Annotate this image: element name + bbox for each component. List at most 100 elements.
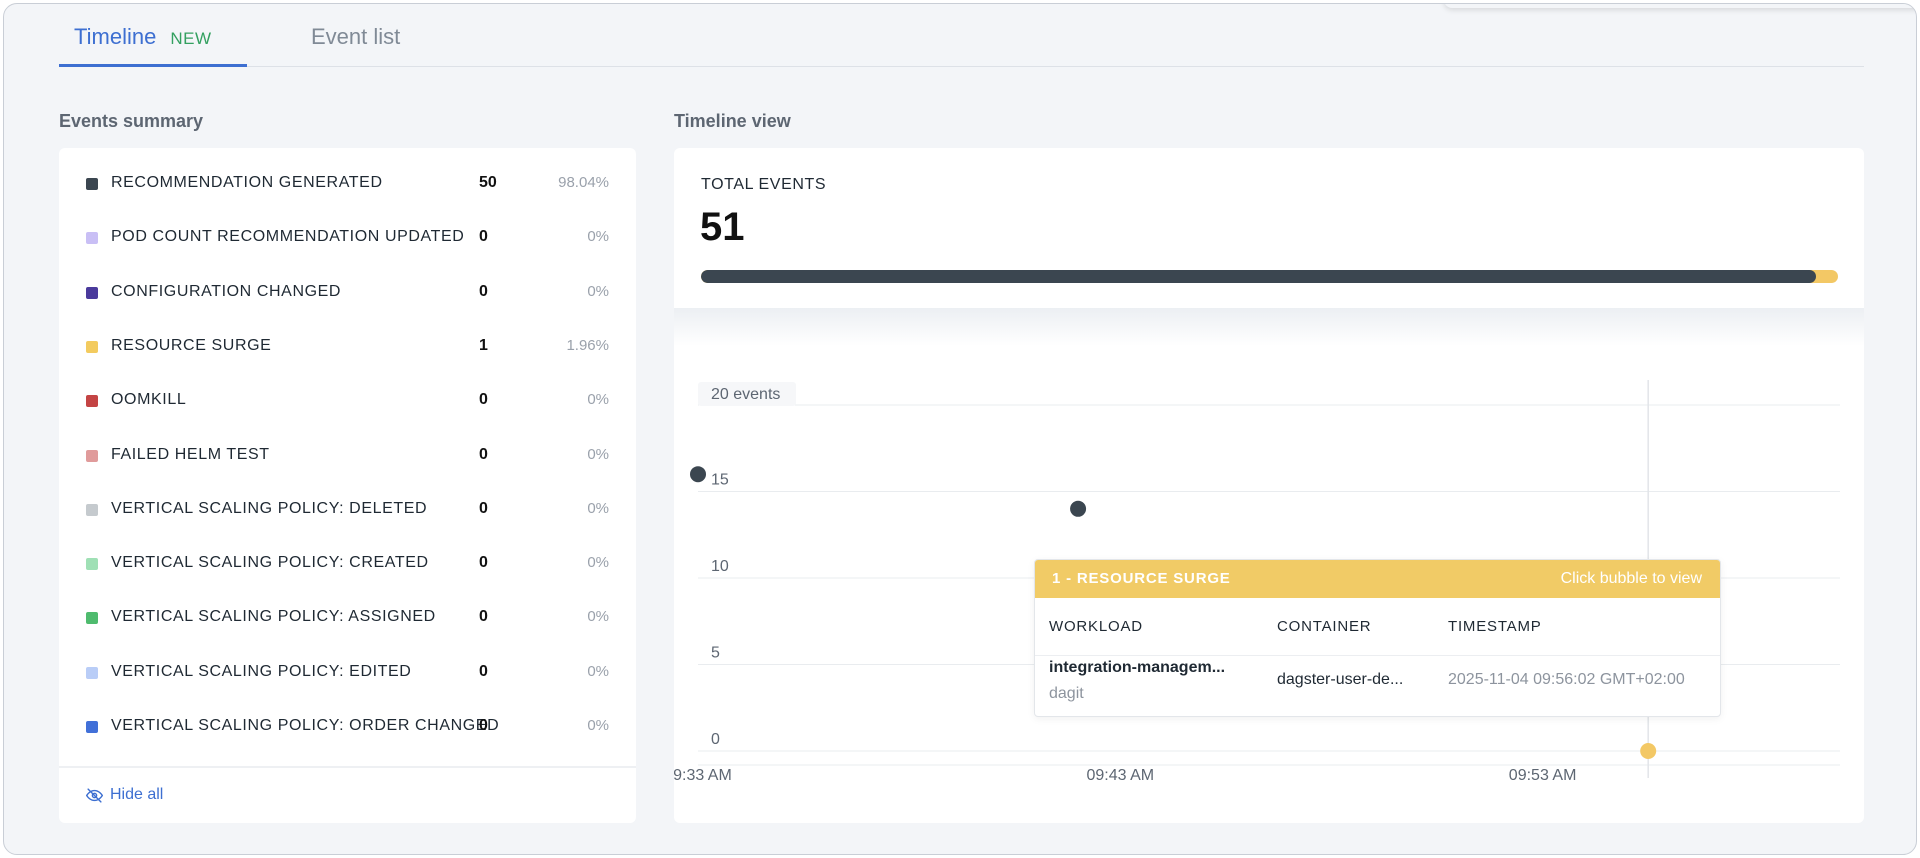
event-type-count: 0: [479, 717, 488, 734]
total-events-bar: [701, 270, 1838, 283]
x-tick-label: 09:43 AM: [1087, 767, 1155, 784]
recommendation-bubble: [1070, 500, 1087, 517]
tab-timeline[interactable]: Timeline NEW: [74, 24, 212, 50]
event-type-count: 0: [479, 608, 488, 626]
event-type-count: 1: [479, 336, 488, 354]
event-type-percent: 0%: [587, 445, 609, 463]
recommendation-bubble: [690, 466, 706, 483]
y-tick-label: 10: [711, 558, 729, 575]
tooltip-namespace: dagit: [1049, 685, 1084, 702]
tab-bar: Timeline NEW Event list: [59, 4, 1864, 67]
event-type-row[interactable]: RESOURCE SURGE 1 1.96%: [59, 320, 636, 374]
events-summary-card: RECOMMENDATION GENERATED 50 98.04% POD COUN…: [59, 148, 636, 823]
event-type-row[interactable]: RECOMMENDATION GENERATED 50 98.04%: [59, 157, 636, 211]
event-type-label: FAILED HELM TEST: [111, 445, 270, 463]
event-type-count: 0: [479, 228, 488, 246]
legend-swatch: [86, 340, 98, 353]
event-type-row[interactable]: FAILED HELM TEST 0 0%: [59, 429, 636, 483]
y-tick-label: 5: [711, 645, 720, 662]
y-tick-label: 0: [711, 731, 720, 748]
legend-swatch: [86, 178, 98, 190]
total-events-value: 51: [700, 205, 745, 249]
legend-swatch: [86, 503, 98, 516]
legend-swatch: [86, 449, 98, 462]
event-type-row[interactable]: OOMKILL 0 0%: [59, 374, 636, 428]
resource-surge-bubble: [1640, 743, 1657, 759]
event-type-row[interactable]: VERTICAL SCALING POLICY: DELETED 0 0%: [59, 483, 636, 537]
event-type-label: VERTICAL SCALING POLICY: ORDER CHANGED: [111, 717, 500, 734]
event-type-count: 0: [479, 554, 488, 572]
legend-swatch: [86, 395, 98, 408]
event-type-label: VERTICAL SCALING POLICY: ASSIGNED: [111, 608, 436, 626]
x-tick-label: 09:33 AM: [674, 767, 732, 784]
event-type-percent: 0%: [587, 608, 609, 626]
event-type-percent: 0%: [587, 717, 609, 734]
event-type-percent: 0%: [587, 391, 609, 409]
active-tab-indicator: [59, 64, 247, 67]
event-type-row[interactable]: VERTICAL SCALING POLICY: EDITED 0 0%: [59, 646, 636, 700]
legend-swatch: [86, 721, 98, 733]
event-type-label: OOMKILL: [111, 391, 187, 409]
event-type-row[interactable]: POD COUNT RECOMMENDATION UPDATED 0 0%: [59, 211, 636, 265]
event-type-percent: 0%: [587, 499, 609, 517]
event-type-label: POD COUNT RECOMMENDATION UPDATED: [111, 228, 465, 246]
summary-divider: [59, 766, 636, 768]
hide-all-button[interactable]: Hide all: [86, 786, 163, 804]
event-type-row[interactable]: CONFIGURATION CHANGED 0 0%: [59, 266, 636, 320]
event-type-count: 0: [479, 445, 488, 463]
tooltip-separator: [1035, 655, 1720, 656]
hide-all-label: Hide all: [110, 786, 164, 803]
y-unit-label: 20 events: [711, 386, 780, 403]
tooltip-timestamp: 2025-11-04 09:56:02 GMT+02:00: [1448, 671, 1685, 688]
event-type-label: RESOURCE SURGE: [111, 336, 272, 354]
event-type-count: 0: [479, 499, 488, 517]
timeline-view-title: Timeline view: [674, 111, 791, 131]
new-badge: NEW: [170, 29, 212, 48]
recommendation-bar-segment: [701, 270, 1816, 283]
legend-swatch: [86, 286, 98, 299]
overlay-edge: [1444, 4, 1916, 8]
event-type-percent: 0%: [587, 282, 609, 300]
event-type-label: VERTICAL SCALING POLICY: CREATED: [111, 554, 429, 572]
tooltip-col-workload: WORKLOAD: [1049, 618, 1143, 635]
event-type-count: 0: [479, 391, 488, 409]
event-type-percent: 0%: [587, 662, 609, 680]
event-tooltip: 1 - RESOURCE SURGE Click bubble to view …: [1034, 559, 1721, 717]
event-type-label: CONFIGURATION CHANGED: [111, 282, 342, 300]
tooltip-workload: integration-managem...: [1049, 659, 1226, 676]
legend-swatch: [86, 558, 98, 571]
total-events-card: TOTAL EVENTS 51: [674, 148, 1864, 308]
tooltip-container: dagster-user-de...: [1277, 671, 1404, 688]
tab-timeline-label: Timeline: [74, 24, 157, 49]
event-type-row[interactable]: VERTICAL SCALING POLICY: ORDER CHANGED 0 0…: [59, 700, 636, 754]
event-type-percent: 1.96%: [566, 336, 609, 354]
eye-off-icon: [86, 787, 103, 803]
x-tick-label: 09:53 AM: [1509, 767, 1577, 784]
legend-swatch: [86, 666, 98, 679]
total-events-label: TOTAL EVENTS: [701, 176, 827, 193]
y-tick-label: 15: [711, 472, 729, 489]
event-type-count: 50: [479, 174, 497, 191]
event-type-count: 0: [479, 282, 488, 300]
event-type-row[interactable]: VERTICAL SCALING POLICY: ASSIGNED 0 0%: [59, 591, 636, 645]
events-summary-title: Events summary: [59, 111, 204, 131]
legend-swatch: [86, 612, 98, 625]
y-unit-label-bg: [698, 382, 796, 406]
tooltip-col-timestamp: TIMESTAMP: [1448, 618, 1542, 635]
event-type-label: VERTICAL SCALING POLICY: EDITED: [111, 662, 412, 680]
chart-top-fade: [674, 308, 1864, 346]
legend-swatch: [86, 232, 98, 245]
tooltip-title: 1 - RESOURCE SURGE: [1052, 570, 1231, 587]
event-type-percent: 0%: [587, 554, 609, 572]
tooltip-hint: Click bubble to view: [1560, 570, 1702, 587]
event-type-label: VERTICAL SCALING POLICY: DELETED: [111, 499, 428, 517]
tooltip-col-container: CONTAINER: [1277, 618, 1372, 635]
tooltip-header: 1 - RESOURCE SURGE Click bubble to view: [1035, 560, 1720, 598]
event-type-percent: 0%: [587, 228, 609, 246]
event-type-percent: 98.04%: [558, 174, 609, 191]
tab-event-list[interactable]: Event list: [311, 24, 401, 49]
events-panel: Timeline NEW Event list Events summary Ti…: [3, 3, 1917, 855]
event-type-row[interactable]: VERTICAL SCALING POLICY: CREATED 0 0%: [59, 537, 636, 591]
event-type-label: RECOMMENDATION GENERATED: [111, 174, 383, 191]
event-type-count: 0: [479, 662, 488, 680]
